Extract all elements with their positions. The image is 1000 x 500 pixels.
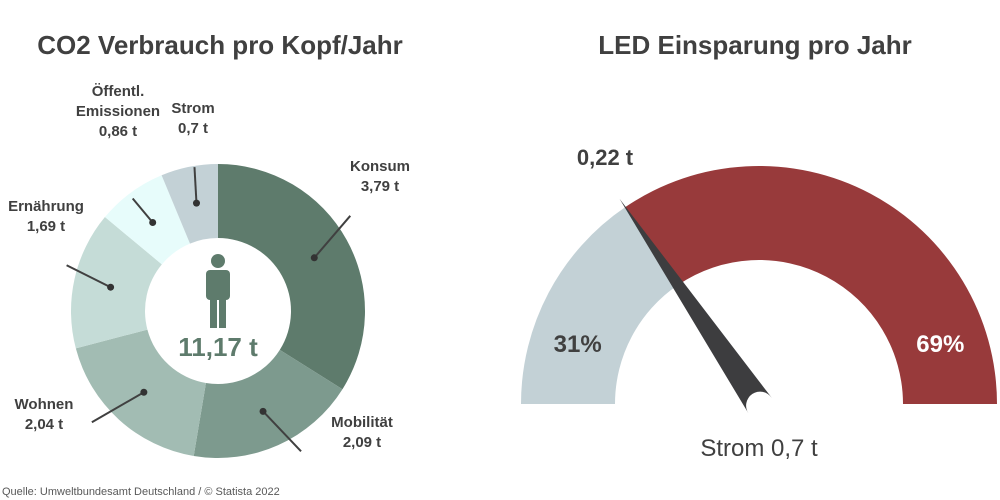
gauge-chart-title: LED Einsparung pro Jahr bbox=[598, 30, 912, 60]
donut-slice-label: Strom 0,7 t bbox=[171, 100, 214, 137]
donut-slice-label: Öffentl. Emissionen 0,86 t bbox=[76, 83, 160, 140]
donut-slice-label: Wohnen 2,04 t bbox=[15, 396, 74, 433]
donut-leader-dot bbox=[107, 283, 115, 291]
donut-leader-line bbox=[91, 391, 145, 424]
donut-leader-dot bbox=[192, 199, 200, 207]
donut-slice bbox=[218, 164, 365, 390]
donut-leader-line bbox=[313, 215, 352, 259]
donut-leader-dot bbox=[140, 388, 148, 396]
donut-leader-line bbox=[193, 167, 198, 204]
gauge-bottom-label: Strom 0,7 t bbox=[700, 435, 818, 462]
donut-slice bbox=[104, 175, 190, 265]
gauge-segment bbox=[625, 165, 997, 404]
donut-slice-label: Ernährung 1,69 t bbox=[8, 198, 84, 235]
donut-chart-title: CO2 Verbrauch pro Kopf/Jahr bbox=[37, 30, 403, 60]
donut-slice bbox=[161, 164, 218, 244]
donut-slice-label: Konsum 3,79 t bbox=[350, 158, 410, 195]
gauge-segment bbox=[521, 207, 679, 404]
gauge-needle bbox=[619, 198, 772, 414]
source-note: Quelle: Umweltbundesamt Deutschland / © … bbox=[2, 486, 280, 498]
donut-leader-dot bbox=[259, 407, 267, 415]
co2-donut-chart: Konsum 3,79 t Mobilität 2,09 t Wohnen 2,04 t E… bbox=[8, 83, 410, 458]
donut-leader-line bbox=[66, 264, 112, 289]
donut-slice bbox=[193, 349, 343, 458]
gauge-segment-label: 69% bbox=[916, 331, 964, 358]
donut-leader-line bbox=[262, 410, 302, 453]
donut-slice bbox=[70, 217, 162, 349]
donut-center-total: 11,17 t bbox=[178, 332, 258, 362]
led-gauge-chart: 31% 69% bbox=[521, 165, 997, 414]
donut-leader-dot bbox=[310, 254, 318, 262]
gauge-segment-label: 31% bbox=[554, 331, 602, 358]
donut-leader-dot bbox=[149, 218, 157, 226]
gauge-needle-label: 0,22 t bbox=[577, 145, 634, 170]
donut-center: 11,17 t bbox=[178, 254, 258, 362]
donut-leader-line bbox=[131, 197, 154, 224]
donut-slice-label: Mobilität 2,09 t bbox=[331, 414, 393, 451]
person-icon bbox=[206, 254, 230, 328]
